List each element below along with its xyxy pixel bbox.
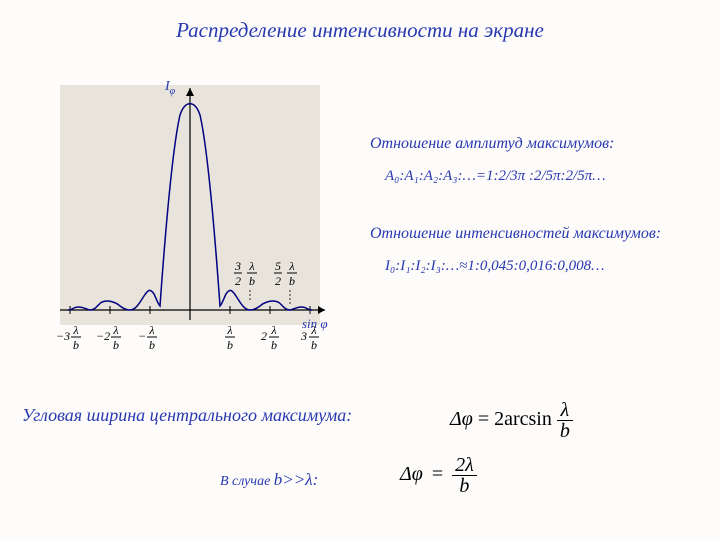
svg-text:b: b xyxy=(113,338,119,352)
lambda-over-b: λ b xyxy=(557,400,573,441)
angular-width-label: Угловая ширина центрального максимума: xyxy=(22,405,352,426)
svg-text:b: b xyxy=(311,338,317,352)
svg-text:λ: λ xyxy=(288,259,294,273)
svg-text:b: b xyxy=(73,338,79,352)
amplitude-ratio-value: A₀:A₁:A₂:A₃:…=1:2/3π :2/5π:2/5π… xyxy=(385,168,606,185)
page-title: Распределение интенсивности на экране xyxy=(0,0,720,51)
diffraction-chart: Iφ sin φ −3 λ b −2 λ b − λ b λ xyxy=(40,70,340,370)
case-condition: b>>λ: xyxy=(274,470,318,489)
svg-text:b: b xyxy=(271,338,277,352)
case-formula: Δφ = 2λ b xyxy=(400,455,477,496)
intensity-ratio-label: Отношение интенсивностей максимумов: xyxy=(370,225,661,243)
svg-text:λ: λ xyxy=(148,323,154,337)
x-axis-arrow xyxy=(318,306,325,314)
svg-text:2: 2 xyxy=(275,274,281,288)
svg-text:−2: −2 xyxy=(96,329,110,343)
svg-text:−: − xyxy=(138,329,146,343)
svg-text:λ: λ xyxy=(72,323,78,337)
delta-phi: Δφ xyxy=(450,408,473,430)
amplitude-ratio-label: Отношение амплитуд максимумов: xyxy=(370,135,614,153)
svg-text:b: b xyxy=(249,274,255,288)
two-lambda-over-b: 2λ b xyxy=(452,455,477,496)
delta-phi-2: Δφ xyxy=(400,463,423,485)
svg-text:2: 2 xyxy=(235,274,241,288)
svg-text:λ: λ xyxy=(248,259,254,273)
svg-text:b: b xyxy=(227,338,233,352)
case-prefix: В случае xyxy=(220,474,274,489)
svg-text:b: b xyxy=(289,274,295,288)
angular-width-formula: Δφ = 2arcsin λ b xyxy=(450,400,573,441)
svg-text:2: 2 xyxy=(261,329,267,343)
eq-sign: = xyxy=(428,463,447,485)
svg-text:λ: λ xyxy=(226,323,232,337)
intensity-ratio-value: I₀:I₁:I₂:I₃:…≈1:0,045:0,016:0,008… xyxy=(385,258,604,275)
svg-text:3: 3 xyxy=(300,329,307,343)
svg-text:λ: λ xyxy=(112,323,118,337)
svg-text:λ: λ xyxy=(310,323,316,337)
svg-text:5: 5 xyxy=(275,259,281,273)
svg-text:−3: −3 xyxy=(56,329,70,343)
svg-text:3: 3 xyxy=(234,259,241,273)
arcsin-text: = 2arcsin xyxy=(478,408,552,430)
svg-text:λ: λ xyxy=(270,323,276,337)
case-label: В случае b>>λ: xyxy=(220,470,318,490)
svg-text:b: b xyxy=(149,338,155,352)
